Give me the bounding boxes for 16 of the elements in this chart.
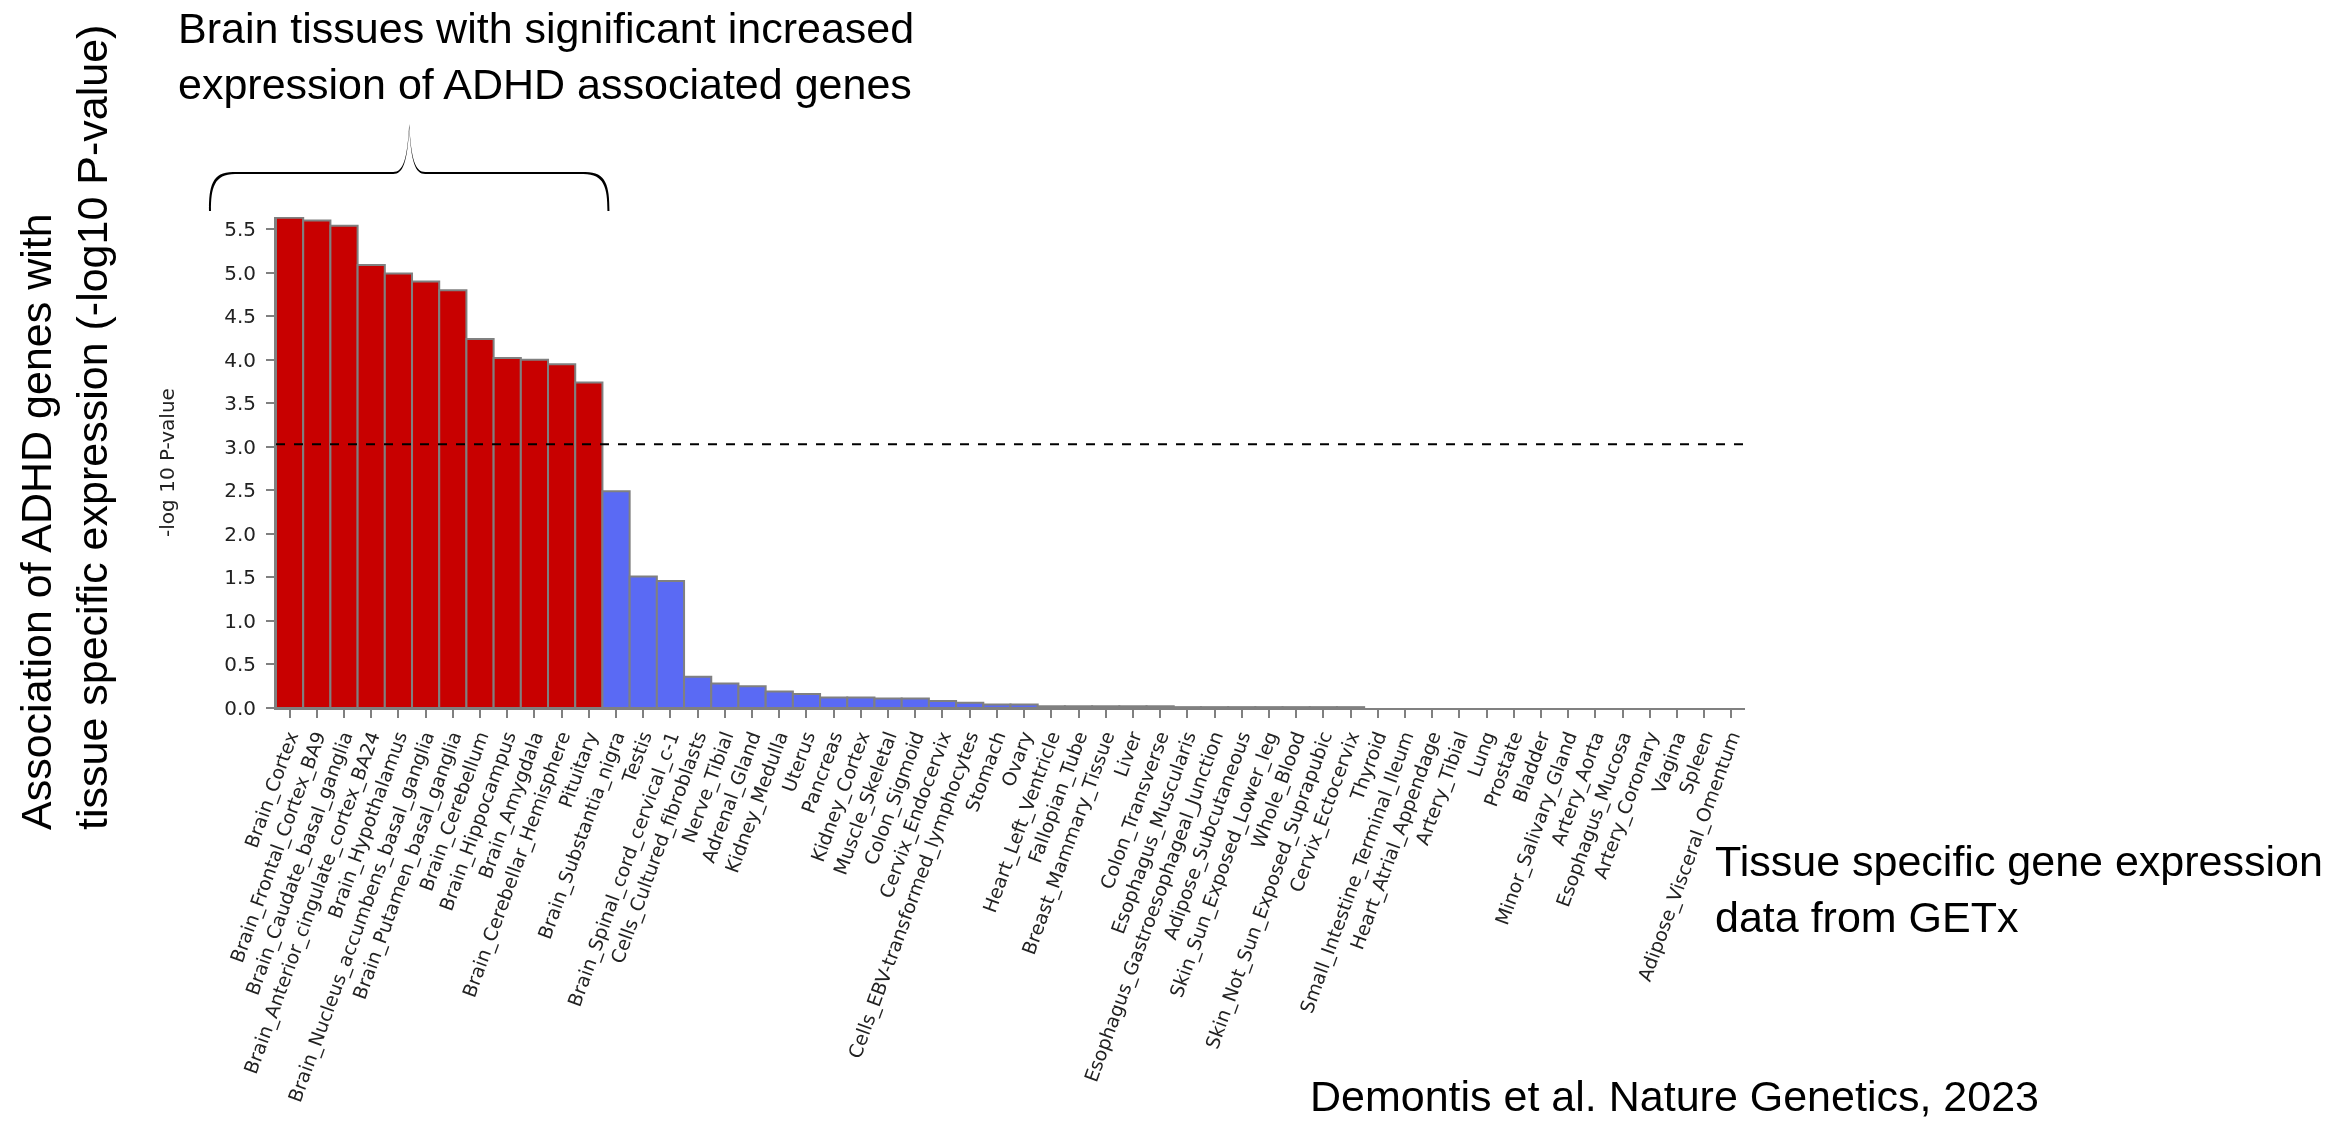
y-tick-label: 3.5 [224, 391, 256, 416]
y-tick-label: 5.5 [224, 217, 256, 242]
y-tick-label: 3.0 [224, 434, 256, 459]
y-tick-label: 5.0 [224, 260, 256, 285]
y-tick-label: 4.0 [224, 347, 256, 372]
text: Association of ADHD genes with tissue specific expression (-log10 P-value) [11, 24, 117, 830]
text: Demontis et al. Nature Genetics, 2023 [1310, 1071, 2039, 1122]
y-tick-label: 0.0 [224, 696, 256, 720]
text: Brain tissues with significant increased expression of ADHD associated genes [178, 3, 915, 110]
y-tick-label: 2.5 [224, 478, 256, 503]
y-tick-label: 0.5 [224, 652, 256, 677]
y-tick-label: 2.0 [224, 521, 256, 546]
y-axis-title: -log 10 P-value [155, 388, 180, 537]
y-tick-label: 4.5 [224, 304, 256, 329]
y-tick-label: 1.0 [224, 608, 256, 633]
y-tick-label: 1.5 [224, 565, 256, 590]
